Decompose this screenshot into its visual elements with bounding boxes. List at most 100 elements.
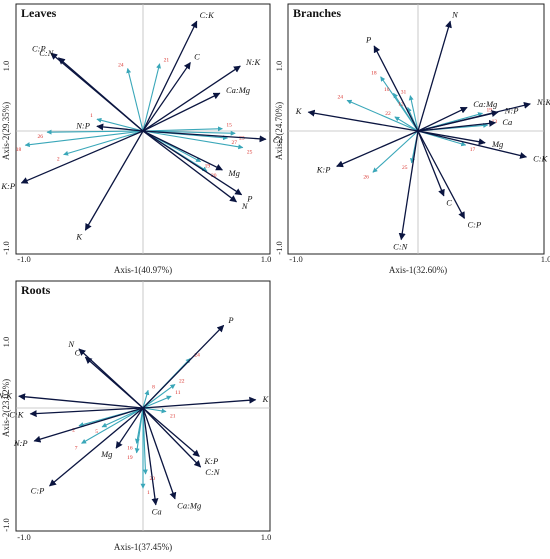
- roots-site-label-16: 16: [127, 445, 133, 451]
- roots-variable-arrow-ca: [142, 407, 159, 506]
- roots-variable-arrow-k-p: [142, 407, 200, 457]
- leaves-variable-label-c: C: [194, 52, 200, 62]
- branches-site-label-22: 22: [385, 111, 391, 117]
- roots-x-tick-min: -1.0: [17, 532, 30, 542]
- leaves-variable-arrow-n-p: [96, 123, 144, 132]
- branches-site-arrow-22: [394, 116, 419, 132]
- branches-site-label-31: 31: [401, 90, 407, 96]
- branches-variable-label-mg: Mg: [491, 139, 503, 149]
- branches-variable-arrow-c: [417, 130, 445, 197]
- leaves-variable-arrow-n: [142, 130, 237, 203]
- branches-site-label-24: 24: [338, 94, 344, 100]
- leaves-panel-title: Leaves: [21, 6, 57, 20]
- roots-site-label-1: 1: [147, 490, 150, 496]
- leaves-y-axis-label: Axis-2(29.35%): [1, 102, 11, 160]
- leaves-variable-arrow-mg: [142, 130, 223, 171]
- branches-variable-label-n-k: N:K: [536, 97, 550, 107]
- branches-variable-label-n-p: N:P: [504, 105, 519, 115]
- branches-variable-arrow-ca-mg: [417, 106, 468, 132]
- roots-variable-label-ca-mg: Ca:Mg: [177, 501, 201, 511]
- leaves-y-tick-min: -1.0: [1, 241, 11, 254]
- leaves-site-label-18: 18: [16, 147, 22, 153]
- leaves-site-label-26: 26: [38, 134, 44, 140]
- branches-y-tick-min: -1.0: [274, 241, 284, 254]
- roots-variable-arrow-k: [142, 396, 257, 409]
- leaves-site-label-23: 23: [239, 135, 245, 141]
- branches-variable-label-n: N: [451, 9, 459, 19]
- roots-site-arrow-22: [142, 383, 176, 409]
- leaves-variable-arrow-c: [142, 61, 191, 132]
- roots-variable-label-n: N: [67, 339, 75, 349]
- roots-variable-label-p: P: [227, 315, 233, 325]
- roots-site-arrow-19: [134, 407, 144, 454]
- roots-variable-arrow-mg: [115, 407, 144, 449]
- branches-site-label-26: 26: [363, 174, 369, 180]
- roots-site-label-8: 8: [152, 384, 155, 390]
- roots-site-label-7: 7: [75, 445, 78, 451]
- roots-variable-arrow-ca-mg: [142, 407, 177, 500]
- leaves-variable-label-ca: Ca: [273, 135, 283, 145]
- branches-site-label-10: 10: [384, 87, 390, 93]
- leaves-variable-arrow-p: [142, 130, 243, 196]
- roots-site-arrow-7: [81, 407, 144, 444]
- roots-site-label-21: 21: [170, 414, 176, 420]
- leaves-variable-arrow-ca-mg: [142, 92, 221, 132]
- leaves-site-arrow-25: [142, 130, 244, 150]
- branches-site-arrow-26: [372, 130, 419, 173]
- leaves-variable-label-k: K: [75, 231, 83, 241]
- leaves-site-label-19: 19: [205, 164, 211, 170]
- branches-site-label-19: 19: [487, 107, 493, 113]
- leaves-variable-arrow-k: [84, 130, 144, 231]
- branches-variable-label-k-p: K:P: [316, 164, 331, 174]
- branches-x-tick-max: 1.0: [541, 254, 550, 264]
- leaves-variable-label-k-p: K:P: [0, 181, 15, 191]
- roots-site-arrow-5: [101, 407, 144, 428]
- leaves-site-label-1: 1: [90, 113, 93, 119]
- branches-panel-title: Branches: [293, 6, 341, 20]
- roots-variable-label-k-p: K:P: [203, 456, 218, 466]
- branches-variable-label-ca: Ca: [502, 117, 512, 127]
- leaves-y-tick-max: 1.0: [1, 61, 11, 72]
- branches-variable-arrow-c-n: [398, 130, 419, 241]
- branches-x-tick-min: -1.0: [289, 254, 302, 264]
- branches-variable-arrow-p: [373, 45, 419, 132]
- leaves-site-arrow-2: [63, 130, 144, 156]
- branches-variable-label-k: K: [295, 106, 303, 116]
- roots-variable-label-c-k: C:K: [9, 409, 25, 419]
- roots-variable-arrow-n-k: [18, 393, 144, 409]
- roots-y-tick-max: 1.0: [1, 337, 11, 348]
- roots-y-tick-min: -1.0: [1, 518, 11, 531]
- branches-site-label-13: 13: [492, 119, 498, 125]
- roots-variable-label-mg: Mg: [100, 449, 112, 459]
- branches-site-label-12: 12: [398, 101, 404, 107]
- branches-variable-arrow-mg: [417, 130, 486, 146]
- leaves-site-arrow-18: [24, 130, 144, 148]
- roots-site-label-5: 5: [95, 429, 98, 435]
- leaves-variable-arrow-c-n: [57, 57, 144, 132]
- leaves-site-arrow-24: [126, 67, 144, 132]
- branches-panel: Branches -1.0 1.0 Axis-1(32.60%) 1.0 -1.0 Axis…: [274, 3, 550, 275]
- roots-x-tick-max: 1.0: [261, 532, 272, 542]
- leaves-variable-label-mg: Mg: [228, 168, 240, 178]
- branches-site-arrow-31: [408, 95, 419, 132]
- roots-variable-arrow-c: [84, 356, 144, 409]
- roots-x-axis-label: Axis-1(37.45%): [114, 542, 172, 552]
- leaves-panel: Leaves-1.0 1.0Axis-1(40.97%)1.0-1.0Axis-2…: [0, 3, 283, 275]
- branches-variable-arrow-k: [307, 109, 419, 132]
- roots-variable-label-k: K: [262, 394, 270, 404]
- roots-panel-title: Roots: [21, 283, 51, 297]
- branches-variable-label-p: P: [365, 35, 371, 45]
- roots-variable-label-ca: Ca: [152, 507, 162, 517]
- roots-variable-arrow-c-n: [142, 407, 202, 468]
- leaves-site-label-2: 2: [57, 157, 60, 163]
- branches-site-arrow-10: [393, 92, 419, 132]
- leaves-site-label-27: 27: [231, 140, 237, 146]
- leaves-site-arrow-1: [96, 117, 144, 132]
- roots-site-label-2: 2: [72, 428, 75, 434]
- branches-variable-label-c-n: C:N: [393, 241, 409, 251]
- roots-site-label-22: 22: [179, 378, 185, 384]
- roots-variable-arrow-c-p: [49, 407, 144, 487]
- branches-variable-arrow-c-k: [417, 130, 528, 159]
- leaves-variable-label-n-k: N:K: [245, 57, 261, 67]
